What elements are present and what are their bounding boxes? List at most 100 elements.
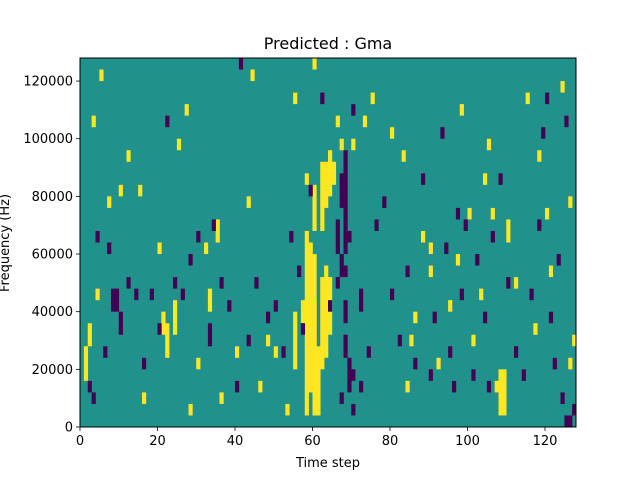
heatmap-cell-high bbox=[494, 380, 499, 393]
heatmap-cell-high bbox=[370, 92, 375, 105]
heatmap-cell-high bbox=[533, 323, 538, 335]
heatmap-cell-high bbox=[428, 242, 433, 255]
heatmap-cell-high bbox=[390, 127, 395, 139]
heatmap-cell-low bbox=[564, 415, 569, 427]
heatmap-cell-low bbox=[211, 219, 216, 231]
heatmap-cell-low bbox=[506, 277, 511, 289]
heatmap-cell-high bbox=[138, 184, 143, 197]
heatmap-cell-high bbox=[293, 311, 298, 370]
heatmap-cell-low bbox=[366, 346, 371, 358]
heatmap-cell-high bbox=[471, 334, 476, 347]
heatmap-cell-low bbox=[320, 92, 325, 105]
heatmap-cell-low bbox=[343, 265, 348, 278]
y-tick-label: 0 bbox=[65, 421, 73, 436]
x-tick-label: 60 bbox=[304, 434, 321, 449]
heatmap-cell-high bbox=[161, 311, 166, 335]
heatmap-cell-high bbox=[235, 346, 240, 358]
heatmap-cell-high bbox=[215, 219, 220, 243]
heatmap-cell-low bbox=[281, 346, 286, 358]
heatmap-cell-high bbox=[118, 184, 123, 197]
heatmap-cell-high bbox=[351, 138, 356, 151]
heatmap-cell-low bbox=[173, 277, 178, 289]
heatmap-cell-low bbox=[359, 380, 364, 393]
heatmap-cell-high bbox=[498, 369, 503, 416]
x-tick-label: 0 bbox=[76, 434, 84, 449]
heatmap-cell-low bbox=[459, 288, 464, 301]
heatmap-cell-low bbox=[343, 300, 348, 324]
heatmap-cell-low bbox=[343, 334, 348, 358]
y-tick-label: 80000 bbox=[32, 190, 73, 205]
plot-frame bbox=[79, 57, 577, 428]
heatmap-cell-high bbox=[196, 357, 201, 370]
heatmap-cell-high bbox=[320, 161, 325, 231]
y-tick-label: 100000 bbox=[23, 132, 73, 147]
heatmap-cell-low bbox=[486, 380, 492, 393]
heatmap-cell-low bbox=[475, 254, 480, 266]
heatmap-cell-high bbox=[91, 115, 96, 128]
heatmap-cell-low bbox=[359, 288, 364, 312]
heatmap-cell-high bbox=[502, 369, 507, 416]
heatmap-cell-low bbox=[235, 380, 240, 393]
x-tick-label: 120 bbox=[533, 434, 558, 449]
heatmap-cell-high bbox=[293, 92, 298, 105]
heatmap-cell-low bbox=[103, 346, 108, 358]
y-axis-label: Frequency (Hz) bbox=[0, 194, 13, 292]
heatmap-cell-high bbox=[335, 115, 340, 128]
heatmap-cell-high bbox=[514, 277, 519, 289]
heatmap-cell-high bbox=[448, 300, 453, 312]
heatmap-cell-low bbox=[254, 277, 259, 289]
heatmap-cell-low bbox=[180, 288, 185, 301]
heatmap-cell-low bbox=[227, 300, 232, 312]
heatmap-cell-high bbox=[401, 150, 406, 162]
heatmap-cell-low bbox=[514, 346, 519, 358]
x-tick-label: 80 bbox=[382, 434, 399, 449]
heatmap-cell-low bbox=[568, 415, 573, 427]
heatmap-cell-low bbox=[390, 288, 395, 301]
heatmap-cell-low bbox=[428, 369, 433, 381]
heatmap-cell-high bbox=[204, 242, 209, 255]
heatmap-cell-high bbox=[99, 69, 104, 82]
heatmap-cell-high bbox=[548, 265, 554, 278]
heatmap-cell-low bbox=[397, 334, 402, 347]
heatmap-cell-low bbox=[545, 92, 550, 105]
heatmap-cell-low bbox=[339, 173, 344, 208]
heatmap-cell-high bbox=[560, 81, 565, 93]
heatmap-cell-low bbox=[134, 288, 139, 301]
heatmap-cell-low bbox=[308, 184, 313, 197]
heatmap-cell-low bbox=[498, 173, 503, 185]
heatmap-cell-high bbox=[409, 334, 414, 347]
heatmap-cell-low bbox=[444, 242, 449, 255]
heatmap-cell-low bbox=[196, 230, 201, 243]
heatmap-cell-low bbox=[556, 254, 561, 266]
heatmap-cell-high bbox=[87, 323, 92, 347]
heatmap-cell-high bbox=[572, 334, 577, 347]
heatmap-cell-low bbox=[382, 196, 387, 208]
heatmap-cell-high bbox=[266, 334, 271, 347]
heatmap-cell-low bbox=[335, 219, 340, 255]
heatmap-cell-high bbox=[436, 357, 441, 370]
heatmap-cells bbox=[83, 58, 577, 427]
heatmap-cell-low bbox=[572, 403, 577, 416]
heatmap-cell-low bbox=[548, 311, 554, 324]
heatmap-cell-high bbox=[324, 161, 329, 208]
heatmap-cell-high bbox=[258, 380, 263, 393]
heatmap-cell-high bbox=[312, 58, 317, 70]
heatmap-cell-high bbox=[107, 196, 112, 208]
heatmap-cell-high bbox=[304, 173, 309, 185]
y-tick-label: 120000 bbox=[23, 75, 73, 90]
plot-area bbox=[79, 57, 577, 428]
heatmap-cell-high bbox=[142, 392, 147, 404]
heatmap-cell-low bbox=[118, 311, 123, 335]
heatmap-cell-low bbox=[165, 115, 170, 128]
heatmap-cell-low bbox=[552, 357, 557, 370]
heatmap-cell-low bbox=[448, 346, 453, 358]
x-axis: 0 20 40 60 80 100 120 bbox=[76, 427, 558, 449]
heatmap-cell-high bbox=[165, 323, 170, 358]
heatmap-cell-low bbox=[374, 219, 379, 231]
heatmap-cell-low bbox=[335, 277, 340, 289]
heatmap-cell-high bbox=[405, 380, 410, 393]
heatmap-cell-high bbox=[207, 288, 213, 312]
heatmap-cell-high bbox=[525, 92, 530, 105]
heatmap-cell-low bbox=[114, 288, 120, 312]
heatmap-cell-high bbox=[312, 254, 317, 404]
